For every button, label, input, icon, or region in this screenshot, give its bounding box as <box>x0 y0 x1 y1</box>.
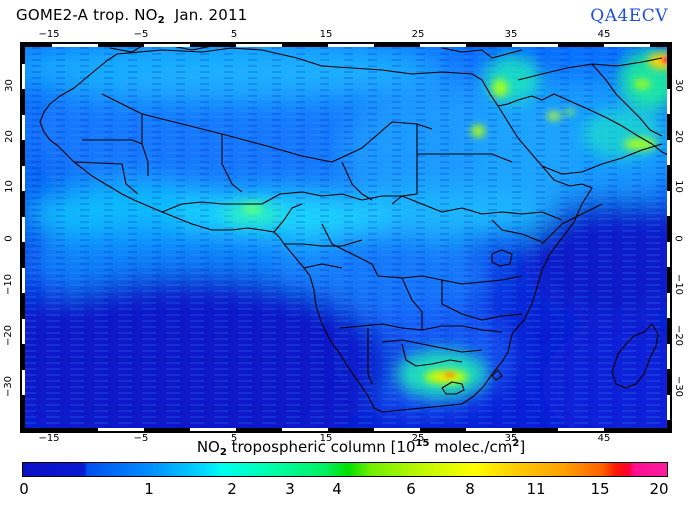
x-tick-bottom: 15 <box>319 433 333 444</box>
x-tick-top: −5 <box>133 29 149 40</box>
colorbar-tick: 0 <box>19 480 29 498</box>
x-tick-bottom: 45 <box>597 433 611 444</box>
y-tick-right: −30 <box>673 375 685 398</box>
y-tick-left: 10 <box>3 180 15 193</box>
y-tick-left: −20 <box>3 324 15 347</box>
xlabel-text: NO <box>196 438 220 456</box>
y-tick-right: 20 <box>672 130 684 143</box>
x-tick-bottom: 5 <box>230 433 238 444</box>
x-tick-top: 15 <box>319 29 333 40</box>
xlabel-text: tropospheric column [10 <box>226 438 416 456</box>
y-tick-right: 0 <box>672 235 684 242</box>
xlabel-text: ] <box>519 438 526 456</box>
x-tick-top: −15 <box>38 29 60 40</box>
colorbar-tick: 4 <box>332 480 342 498</box>
y-tick-left: 0 <box>3 235 15 242</box>
brand-label: QA4ECV <box>590 6 668 26</box>
y-tick-right: 30 <box>672 79 684 92</box>
title-subscript: 2 <box>157 15 165 26</box>
x-tick-bottom: 35 <box>504 433 518 444</box>
colorbar-title: NO2 tropospheric column [1015 molec./cm2… <box>0 438 692 458</box>
x-tick-top: 45 <box>597 29 611 40</box>
x-tick-top: 5 <box>230 29 238 40</box>
map-title: GOME2-A trop. NO2 Jan. 2011 <box>16 6 247 26</box>
y-tick-left: 20 <box>3 130 15 143</box>
x-tick-bottom: −15 <box>38 433 60 444</box>
xlabel-superscript: 2 <box>512 438 520 449</box>
xlabel-superscript: 15 <box>415 438 430 449</box>
colorbar-tick: 6 <box>406 480 416 498</box>
colorbar-tick: 1 <box>144 480 154 498</box>
x-tick-bottom: 25 <box>411 433 425 444</box>
colorbar-tick: 20 <box>649 480 669 498</box>
title-date: Jan. 2011 <box>164 6 248 24</box>
y-tick-right: 10 <box>672 180 684 193</box>
colorbar-tick: 11 <box>526 480 546 498</box>
no2-map <box>20 42 672 433</box>
xlabel-text: molec./cm <box>429 438 513 456</box>
country-borders <box>39 45 670 413</box>
y-tick-left: 30 <box>3 79 15 92</box>
xlabel-subscript: 2 <box>219 447 227 458</box>
title-text: GOME2-A trop. NO <box>16 6 158 24</box>
colorbar-tick: 15 <box>590 480 610 498</box>
y-tick-left: −10 <box>3 273 15 296</box>
colorbar <box>22 462 668 477</box>
y-tick-left: −30 <box>3 375 15 398</box>
x-tick-top: 25 <box>411 29 425 40</box>
frame-ticks <box>22 44 670 431</box>
x-tick-top: 35 <box>504 29 518 40</box>
colorbar-tick: 8 <box>465 480 475 498</box>
y-tick-right: −10 <box>673 273 685 296</box>
colorbar-tick: 2 <box>227 480 237 498</box>
y-tick-right: −20 <box>673 324 685 347</box>
colorbar-tick: 3 <box>285 480 295 498</box>
x-tick-bottom: −5 <box>133 433 149 444</box>
